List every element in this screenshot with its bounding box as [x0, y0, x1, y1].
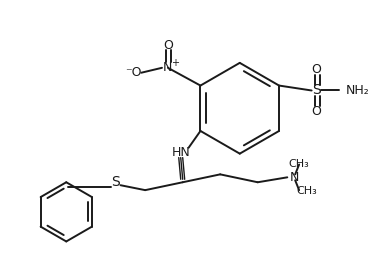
Text: +: +	[171, 58, 179, 68]
Text: N: N	[289, 171, 298, 184]
Text: O: O	[312, 105, 322, 118]
Text: S: S	[312, 84, 321, 98]
Text: NH₂: NH₂	[346, 84, 370, 97]
Text: ⁻O: ⁻O	[125, 66, 142, 79]
Text: N: N	[163, 61, 172, 74]
Text: O: O	[163, 39, 173, 52]
Text: S: S	[111, 175, 120, 189]
Text: CH₃: CH₃	[297, 186, 318, 196]
Text: CH₃: CH₃	[289, 158, 310, 169]
Text: HN: HN	[171, 146, 190, 159]
Text: O: O	[312, 63, 322, 76]
